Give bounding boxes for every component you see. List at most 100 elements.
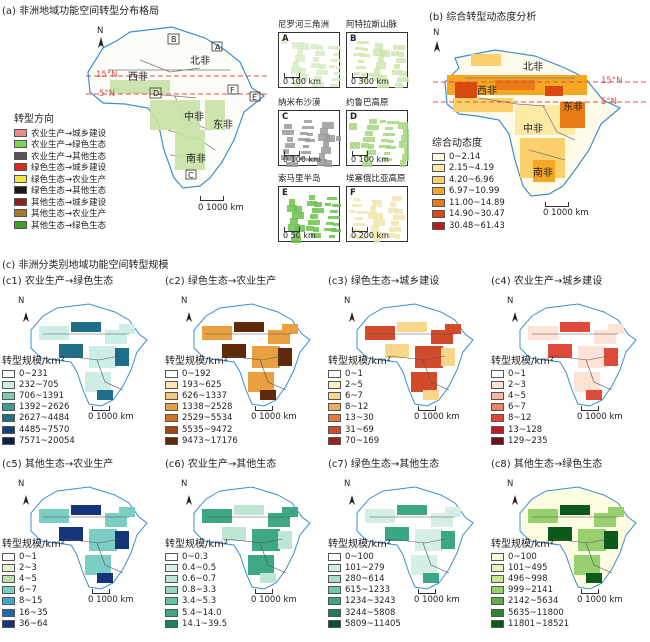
map-c-region bbox=[202, 509, 232, 523]
legend-c-title: 转型规模/km² bbox=[328, 539, 391, 550]
inset-patch bbox=[288, 156, 296, 161]
legend-c-title: 转型规模/km² bbox=[2, 539, 65, 550]
north-arrow-icon bbox=[186, 495, 192, 505]
legend-c: 转型规模/km² 0~100 101~279 280~614 615~1233 1234~… bbox=[328, 535, 401, 629]
inset-patch bbox=[318, 64, 326, 69]
legend-c-swatch bbox=[2, 380, 15, 389]
north-arrow-icon bbox=[349, 495, 355, 505]
inset-patch bbox=[399, 71, 407, 76]
legend-c-row: 70~169 bbox=[328, 435, 391, 446]
legend-c-label: 13~30 bbox=[345, 413, 374, 424]
legend-a-label: 农业生产→城乡建设 bbox=[31, 128, 107, 139]
inset-patch bbox=[327, 197, 337, 200]
legend-c-label: 6~7 bbox=[19, 585, 37, 596]
inset-patch bbox=[363, 137, 375, 142]
legend-b-swatch bbox=[432, 221, 445, 230]
inset-patch bbox=[313, 227, 319, 232]
map-c-region bbox=[608, 324, 624, 334]
legend-c-title: 转型规模/km² bbox=[491, 356, 554, 367]
legend-c-label: 193~625 bbox=[182, 379, 222, 390]
inset-scalebar bbox=[284, 73, 300, 78]
legend-c-title: 转型规模/km² bbox=[165, 356, 228, 367]
inset-marker-e: E bbox=[252, 93, 258, 102]
inset-map-f: F 0 200 km bbox=[346, 186, 408, 243]
inset-marker-b: B bbox=[171, 35, 177, 44]
inset-patch bbox=[332, 204, 341, 207]
legend-c-swatch bbox=[2, 563, 15, 572]
legend-a-row: 其他生态→农业生产 bbox=[14, 208, 106, 219]
inset-patch bbox=[369, 231, 381, 238]
legend-c-row: 2~3 bbox=[491, 379, 554, 390]
legend-c-swatch bbox=[328, 425, 341, 434]
inset-patch bbox=[362, 162, 372, 167]
inset-patch bbox=[293, 231, 299, 238]
legend-c-label: 11801~18521 bbox=[508, 618, 570, 629]
inset-title: 纳米布沙漠 bbox=[278, 98, 321, 108]
lat-5-label-a: 5°N bbox=[99, 89, 116, 99]
legend-a-row: 农业生产→其他生态 bbox=[14, 150, 106, 162]
map-c-region bbox=[278, 348, 292, 366]
map-c-region bbox=[234, 322, 264, 332]
africa-map-c bbox=[349, 303, 474, 407]
legend-c-label: 626~1337 bbox=[182, 390, 227, 401]
inset-scale-label: 0 100 km bbox=[283, 155, 321, 164]
legend-c-row: 0~231 bbox=[2, 368, 75, 379]
legend-c-label: 0~0.3 bbox=[182, 551, 209, 562]
north-arrow-icon bbox=[23, 495, 29, 505]
map-c-region bbox=[97, 390, 113, 400]
legend-c-row: 2627~4484 bbox=[2, 413, 75, 424]
legend-c-row: 13~30 bbox=[328, 413, 391, 424]
legend-c-swatch bbox=[491, 369, 504, 378]
inset-patch bbox=[292, 212, 304, 219]
legend-c-swatch bbox=[328, 574, 341, 583]
inset-patch bbox=[290, 218, 298, 225]
inset-map-d: D 0 100 km bbox=[346, 110, 409, 167]
legend-c: 转型规模/km² 0~100 101~495 496~998 999~2141 2142~… bbox=[491, 535, 569, 629]
legend-c-label: 70~169 bbox=[345, 435, 380, 446]
africa-map-a bbox=[86, 26, 268, 189]
region-label-west: 西非 bbox=[128, 72, 148, 83]
legend-c-row: 2142~5634 bbox=[491, 596, 569, 607]
legend-b-row: 11.00~14.89 bbox=[432, 197, 505, 209]
map-c-region bbox=[415, 346, 443, 368]
north-label-b: N bbox=[433, 28, 440, 38]
inset-patch bbox=[357, 211, 369, 214]
map-c-region bbox=[528, 509, 558, 523]
legend-c-row: 6~7 bbox=[328, 390, 391, 401]
legend-c-swatch bbox=[2, 608, 15, 617]
legend-b-title: 综合动态度 bbox=[432, 138, 482, 149]
legend-c-swatch bbox=[328, 597, 341, 606]
panel-a-title: (a) 非洲地域功能空间转型分布格局 bbox=[2, 6, 160, 17]
north-label-c: N bbox=[507, 296, 514, 306]
legend-c-label: 2~3 bbox=[508, 379, 526, 390]
inset-patch bbox=[324, 160, 332, 167]
legend-c-row: 36~64 bbox=[2, 618, 65, 629]
inset-scale-label: 0 50 km bbox=[283, 231, 316, 240]
legend-c-row: 280~614 bbox=[328, 573, 401, 584]
legend-c-swatch bbox=[2, 425, 15, 434]
north-arrow-icon bbox=[349, 312, 355, 322]
legend-c-label: 8~15 bbox=[19, 596, 43, 607]
inset-patch bbox=[397, 77, 409, 82]
legend-b-swatch bbox=[432, 187, 445, 196]
inset-patch bbox=[298, 68, 306, 75]
inset-patch bbox=[387, 233, 395, 238]
inset-patch bbox=[366, 150, 376, 155]
map-c8: (c8) 其他生态→绿色生态 N 转型规模/km² 0~100 101~495 496~9… bbox=[489, 455, 650, 635]
legend-c-row: 5635~11800 bbox=[491, 607, 569, 618]
inset-patch bbox=[303, 145, 309, 148]
inset-patch bbox=[319, 153, 325, 160]
inset-patch bbox=[297, 49, 303, 56]
inset-title: 索马里半岛 bbox=[278, 174, 321, 184]
inset-patch bbox=[299, 157, 305, 160]
legend-a-row: 绿色生态→其他生态 bbox=[14, 185, 106, 196]
north-arrow-icon bbox=[23, 312, 29, 322]
legend-c-swatch bbox=[165, 619, 178, 628]
inset-patch bbox=[364, 156, 370, 161]
legend-c-label: 0~100 bbox=[345, 551, 374, 562]
inset-patch bbox=[329, 65, 335, 68]
legend-c-label: 2529~5534 bbox=[182, 413, 233, 424]
inset-patch bbox=[383, 133, 395, 136]
inset-patch bbox=[404, 148, 409, 155]
legend-c-swatch bbox=[328, 586, 341, 595]
